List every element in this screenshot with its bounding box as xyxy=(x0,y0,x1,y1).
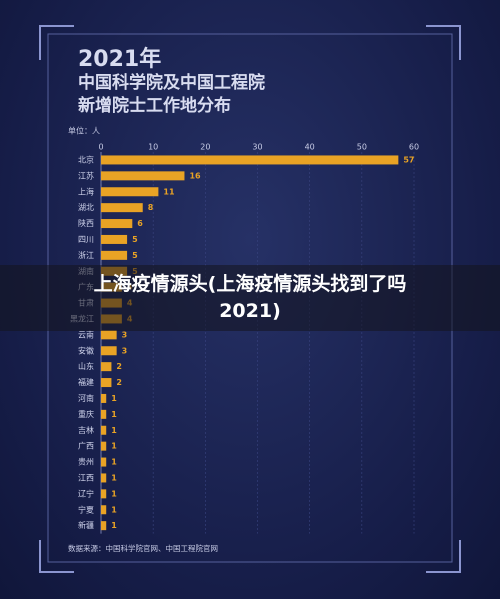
y-tick-label: 辽宁 xyxy=(78,488,94,498)
y-tick-label: 福建 xyxy=(78,377,94,387)
x-tick-label: 30 xyxy=(252,143,262,152)
x-tick-label: 0 xyxy=(98,143,103,152)
value-label: 1 xyxy=(111,394,117,403)
y-tick-label: 河南 xyxy=(78,393,94,403)
title: 新增院士工作地分布 xyxy=(78,95,231,116)
bar xyxy=(101,425,107,435)
value-label: 8 xyxy=(148,203,154,212)
caption-band: 上海疫情源头(上海疫情源头找到了吗2021) xyxy=(0,265,500,331)
x-tick-label: 60 xyxy=(409,143,419,152)
source: 数据来源：中国科学院官网、中国工程院官网 xyxy=(68,543,218,553)
y-tick-label: 贵州 xyxy=(78,457,94,467)
bar xyxy=(101,171,185,181)
bar xyxy=(101,489,107,499)
value-label: 1 xyxy=(111,521,117,530)
y-tick-label: 陕西 xyxy=(78,218,94,228)
bar xyxy=(101,155,399,165)
bar xyxy=(101,234,128,244)
y-tick-label: 北京 xyxy=(78,154,94,164)
value-label: 1 xyxy=(111,458,117,467)
bar xyxy=(101,505,107,515)
value-label: 11 xyxy=(163,187,175,196)
value-label: 2 xyxy=(116,378,122,387)
y-tick-label: 新疆 xyxy=(78,520,94,530)
caption: 上海疫情源头(上海疫情源头找到了吗2021) xyxy=(93,273,407,322)
bar xyxy=(101,362,112,372)
y-tick-label: 江苏 xyxy=(78,170,94,180)
value-label: 1 xyxy=(111,505,117,514)
y-tick-label: 四川 xyxy=(78,235,94,244)
x-tick-label: 20 xyxy=(200,143,210,152)
value-label: 3 xyxy=(122,330,128,339)
bar xyxy=(101,330,117,340)
value-label: 2 xyxy=(116,362,122,371)
value-label: 1 xyxy=(111,489,117,498)
y-tick-label: 重庆 xyxy=(78,409,94,419)
bar xyxy=(101,346,117,356)
value-label: 5 xyxy=(132,235,138,244)
bar xyxy=(101,378,112,388)
value-label: 3 xyxy=(122,346,128,355)
value-label: 5 xyxy=(132,251,138,260)
title: 中国科学院及中国工程院 xyxy=(78,72,265,93)
frame-corners xyxy=(39,25,461,573)
value-label: 1 xyxy=(111,410,117,419)
bar xyxy=(101,250,128,260)
x-tick-label: 50 xyxy=(357,143,367,152)
y-tick-label: 云南 xyxy=(78,329,94,339)
bar xyxy=(101,187,159,197)
title: 2021年 xyxy=(78,46,161,72)
bar xyxy=(101,473,107,483)
bar xyxy=(101,441,107,451)
bar xyxy=(101,393,107,403)
bar xyxy=(101,203,143,213)
value-label: 57 xyxy=(403,155,414,164)
unit-label: 单位：人 xyxy=(68,126,100,136)
y-tick-label: 山东 xyxy=(78,361,94,371)
y-tick-label: 广西 xyxy=(78,441,94,451)
bar xyxy=(101,457,107,467)
y-tick-label: 上海 xyxy=(78,186,94,196)
value-label: 16 xyxy=(189,171,201,180)
x-tick-label: 10 xyxy=(148,143,158,152)
y-tick-label: 宁夏 xyxy=(78,504,94,514)
y-tick-label: 江西 xyxy=(78,473,94,482)
value-label: 1 xyxy=(111,426,117,435)
value-label: 6 xyxy=(137,219,143,228)
y-tick-label: 湖北 xyxy=(78,203,94,212)
y-tick-label: 吉林 xyxy=(78,425,94,435)
value-label: 1 xyxy=(111,442,117,451)
bar xyxy=(101,219,133,229)
bar xyxy=(101,521,107,531)
y-tick-label: 安徽 xyxy=(78,345,94,355)
y-tick-label: 浙江 xyxy=(78,250,94,260)
bar xyxy=(101,409,107,419)
x-tick-label: 40 xyxy=(305,143,315,152)
value-label: 1 xyxy=(111,473,117,482)
